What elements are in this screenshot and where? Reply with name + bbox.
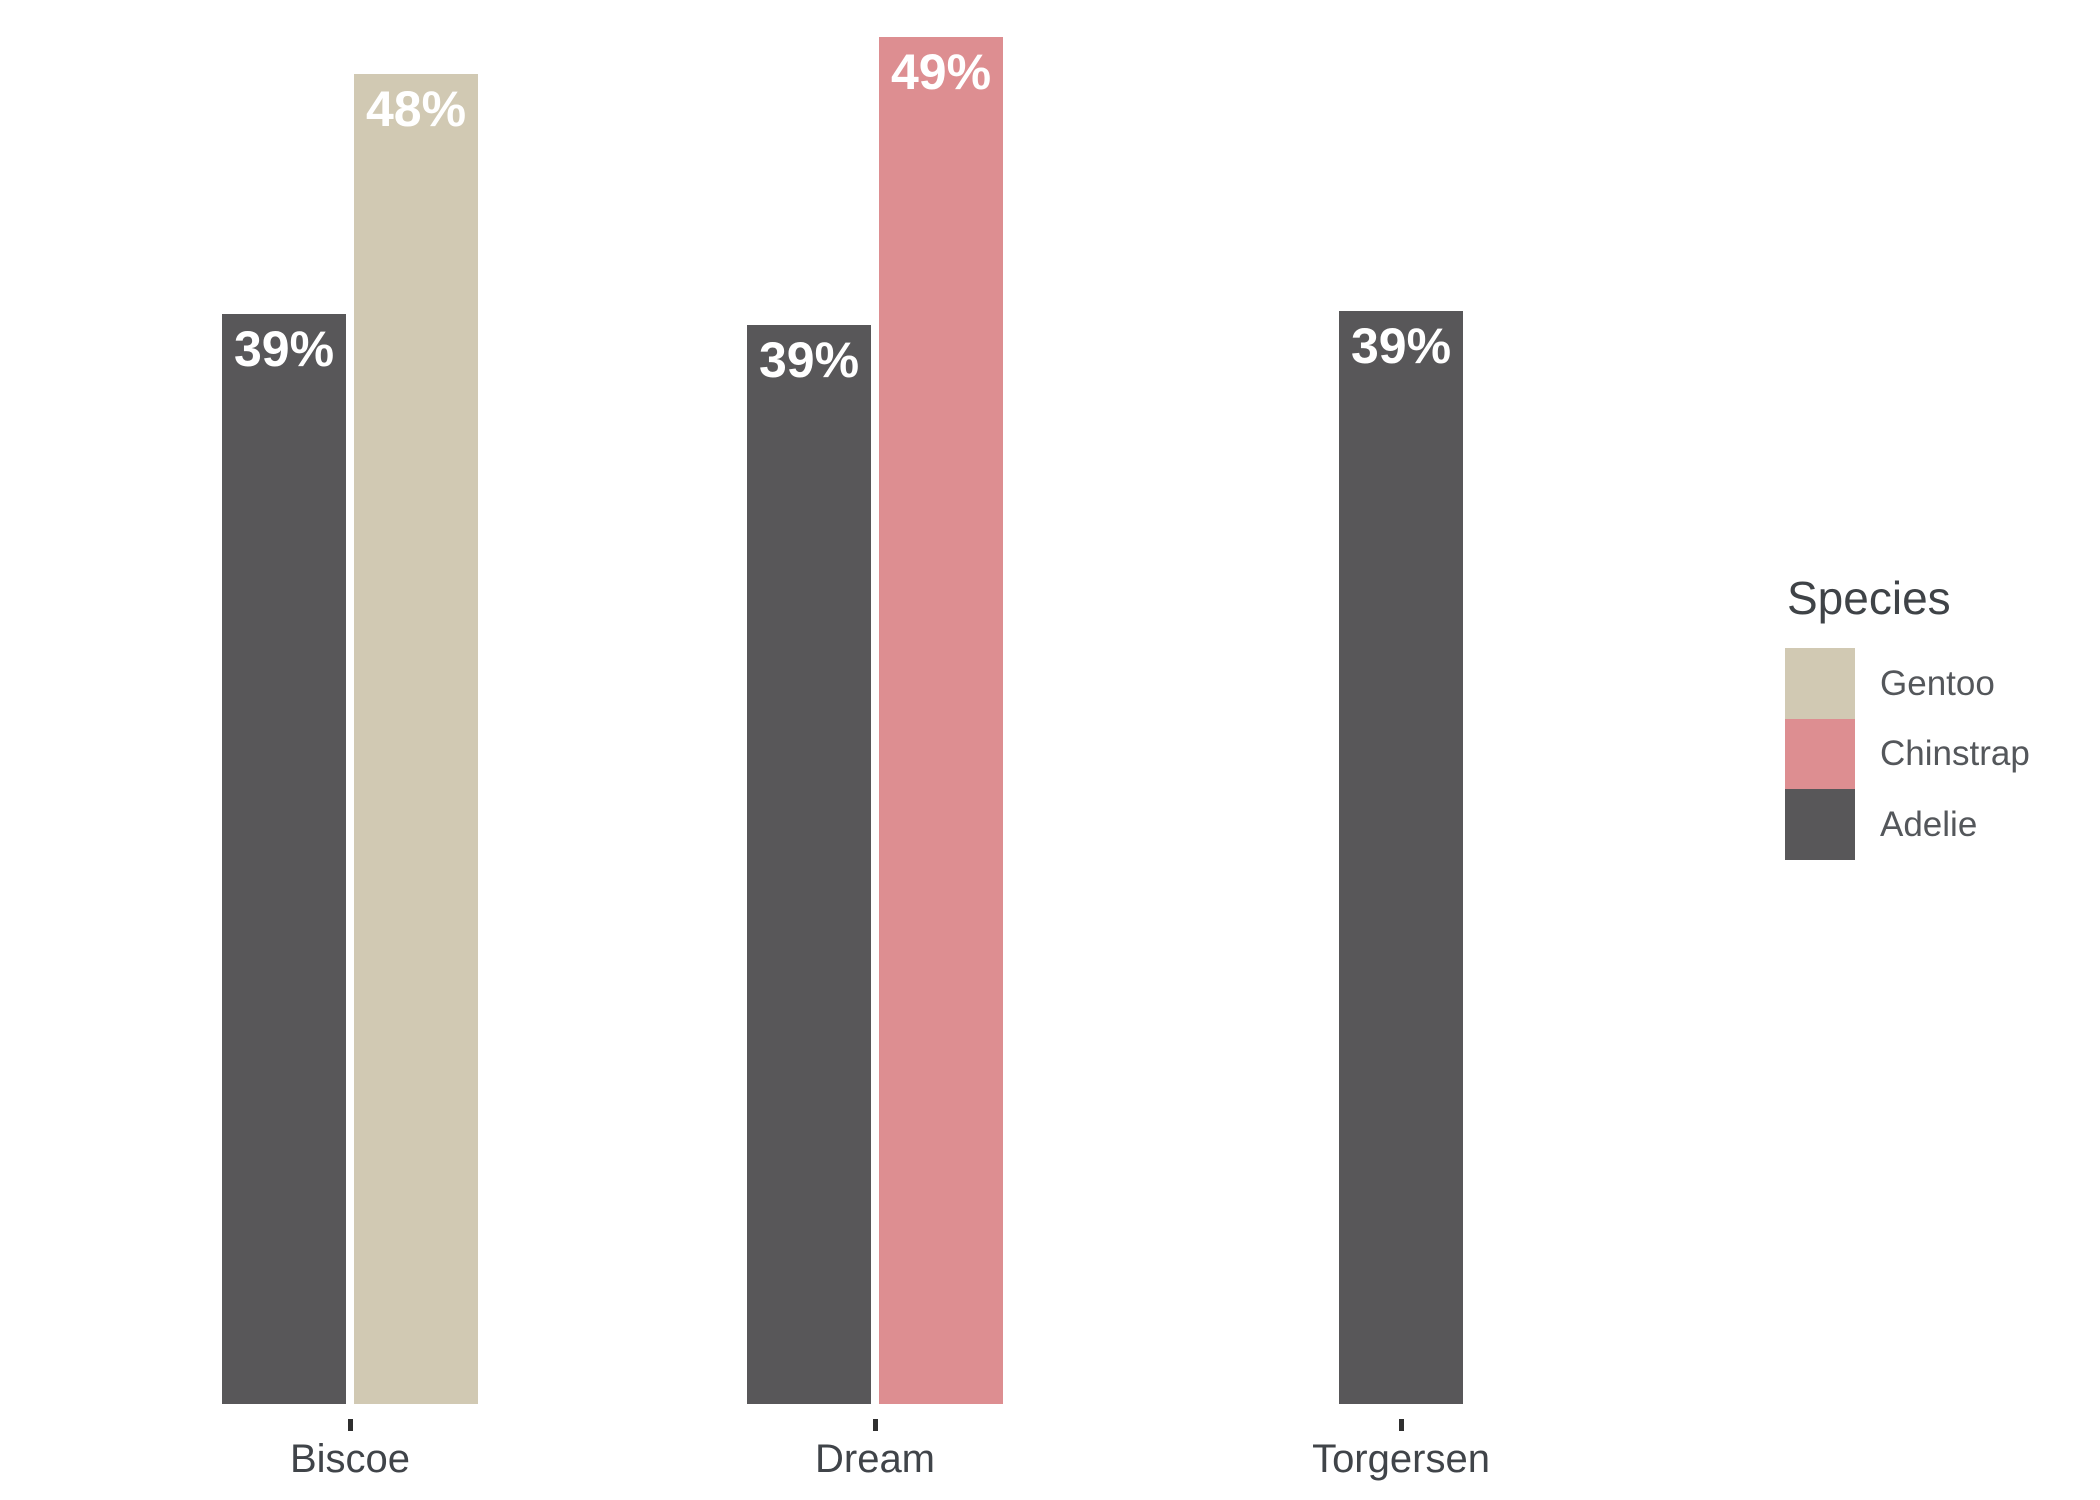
x-axis-label-biscoe: Biscoe: [289, 1437, 411, 1481]
x-tick-dream: [872, 1419, 878, 1431]
legend-label-chinstrap: Chinstrap: [1880, 734, 2030, 774]
x-tick-torgersen: [1398, 1419, 1404, 1431]
legend-title: Species: [1787, 572, 1951, 624]
bar-biscoe-adelie: 39%: [222, 313, 346, 1404]
x-axis-label-torgersen: Torgersen: [1312, 1437, 1490, 1481]
bar-dream-chinstrap: 49%: [879, 37, 1003, 1404]
bar-value-label: 39%: [1350, 318, 1452, 375]
legend-swatch-adelie: [1785, 789, 1855, 860]
bar-dream-adelie: 39%: [747, 325, 871, 1404]
bar-biscoe-gentoo: 48%: [354, 73, 478, 1404]
legend-label-gentoo: Gentoo: [1880, 663, 1995, 703]
legend-label-adelie: Adelie: [1880, 805, 1978, 845]
x-axis-label-dream: Dream: [814, 1437, 936, 1481]
x-tick-biscoe: [347, 1419, 353, 1431]
bar-value-label: 49%: [890, 44, 992, 101]
bar-value-label: 39%: [233, 320, 335, 377]
bar-torgersen-adelie: 39%: [1339, 311, 1463, 1404]
bar-value-label: 39%: [758, 332, 860, 389]
bar-value-label: 48%: [365, 80, 467, 137]
legend-swatch-chinstrap: [1785, 718, 1855, 790]
legend-swatch-gentoo: [1785, 648, 1855, 719]
